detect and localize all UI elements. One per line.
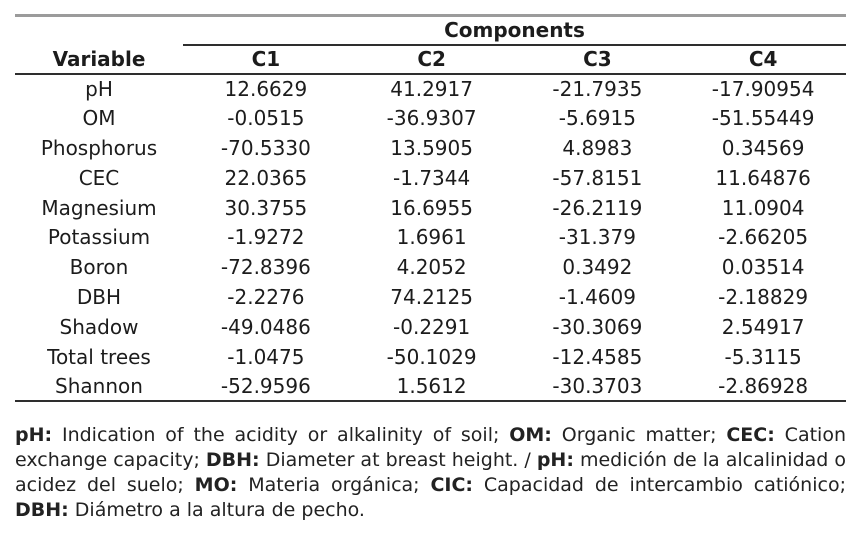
footnote-text: Diameter at breast height. / bbox=[259, 449, 537, 472]
value-cell: -12.4585 bbox=[552, 344, 643, 369]
value-cell: -51.55449 bbox=[711, 106, 815, 131]
empty-corner-cell bbox=[15, 16, 183, 45]
variable-cell: pH bbox=[85, 76, 113, 101]
value-cell: -5.3115 bbox=[724, 344, 802, 369]
value-cell: -2.86928 bbox=[718, 373, 809, 398]
footnote-term: MO: bbox=[194, 474, 238, 497]
value-cell: -2.18829 bbox=[718, 284, 809, 309]
value-cell: 4.8983 bbox=[562, 135, 633, 160]
table-row: pH 12.6629 41.2917 -21.7935 -17.90954 bbox=[15, 74, 846, 104]
value-cell: -17.90954 bbox=[711, 76, 815, 101]
variable-cell: CEC bbox=[78, 165, 120, 190]
footnote-text: Organic matter; bbox=[551, 424, 727, 447]
value-cell: -31.379 bbox=[558, 225, 636, 250]
value-cell: -1.0475 bbox=[227, 344, 305, 369]
table-row: Potassium -1.9272 1.6961 -31.379 -2.6620… bbox=[15, 222, 846, 252]
table-row: Magnesium 30.3755 16.6955 -26.2119 11.09… bbox=[15, 193, 846, 223]
footnote-term: OM: bbox=[509, 424, 552, 447]
table-row: Boron -72.8396 4.2052 0.3492 0.03514 bbox=[15, 252, 846, 282]
group-header-row: Components bbox=[15, 15, 846, 46]
col-header-c4: C4 bbox=[680, 44, 846, 75]
table-row: Shadow -49.0486 -0.2291 -30.3069 2.54917 bbox=[15, 312, 846, 342]
table-row: Total trees -1.0475 -50.1029 -12.4585 -5… bbox=[15, 342, 846, 372]
footnote-term: DBH: bbox=[205, 449, 260, 472]
table-row: CEC 22.0365 -1.7344 -57.8151 11.64876 bbox=[15, 163, 846, 193]
value-cell: 11.64876 bbox=[715, 165, 811, 190]
value-cell: 30.3755 bbox=[224, 195, 308, 220]
value-cell: 1.6961 bbox=[396, 225, 467, 250]
value-cell: 41.2917 bbox=[390, 76, 473, 101]
value-cell: -49.0486 bbox=[220, 314, 311, 339]
footnote-term: pH: bbox=[536, 449, 574, 472]
table-row: Phosphorus -70.5330 13.5905 4.8983 0.345… bbox=[15, 133, 846, 163]
footnote: pH: Indication of the acidity or alkalin… bbox=[15, 423, 846, 523]
variable-cell: OM bbox=[82, 106, 116, 131]
footnote-text: Capacidad de intercambio catiónico; bbox=[473, 474, 846, 497]
value-cell: -26.2119 bbox=[552, 195, 643, 220]
value-cell: -36.9307 bbox=[386, 106, 477, 131]
footnote-text: Diámetro a la altura de pecho. bbox=[68, 499, 365, 522]
col-header-c2: C2 bbox=[348, 44, 515, 75]
value-cell: -21.7935 bbox=[552, 76, 643, 101]
table-row: OM -0.0515 -36.9307 -5.6915 -51.55449 bbox=[15, 103, 846, 133]
value-cell: 1.5612 bbox=[396, 373, 467, 398]
variable-column-header: Variable bbox=[15, 44, 183, 75]
value-cell: -50.1029 bbox=[386, 344, 477, 369]
variable-cell: DBH bbox=[76, 284, 122, 309]
value-cell: -70.5330 bbox=[220, 135, 311, 160]
value-cell: -5.6915 bbox=[558, 106, 636, 131]
value-cell: -1.7344 bbox=[393, 165, 471, 190]
variable-cell: Potassium bbox=[47, 225, 151, 250]
table-row: DBH -2.2276 74.2125 -1.4609 -2.18829 bbox=[15, 282, 846, 312]
value-cell: 0.3492 bbox=[562, 255, 633, 280]
value-cell: 0.03514 bbox=[721, 255, 805, 280]
footnote-term: pH: bbox=[15, 424, 53, 447]
variable-cell: Shadow bbox=[59, 314, 139, 339]
value-cell: -57.8151 bbox=[552, 165, 643, 190]
footnote-term: CIC: bbox=[430, 474, 474, 497]
value-cell: -2.2276 bbox=[227, 284, 305, 309]
value-cell: 13.5905 bbox=[390, 135, 473, 160]
value-cell: -1.9272 bbox=[227, 225, 305, 250]
value-cell: -0.0515 bbox=[227, 106, 305, 131]
column-header-row: Variable C1 C2 C3 C4 bbox=[15, 44, 846, 75]
footnote-text: Cation exchange capacity; bbox=[15, 424, 846, 472]
value-cell: 0.34569 bbox=[721, 135, 805, 160]
col-header-c1: C1 bbox=[183, 44, 349, 75]
value-cell: 74.2125 bbox=[390, 284, 473, 309]
variable-cell: Boron bbox=[69, 255, 129, 280]
value-cell: 22.0365 bbox=[224, 165, 308, 190]
variable-cell: Magnesium bbox=[41, 195, 157, 220]
footnote-text: medición de la alcalinidad o acidez del … bbox=[15, 449, 847, 497]
value-cell: 4.2052 bbox=[396, 255, 467, 280]
col-header-c3: C3 bbox=[514, 44, 681, 75]
footnote-text: Indication of the acidity or alkalinity … bbox=[52, 424, 510, 447]
value-cell: 16.6955 bbox=[390, 195, 473, 220]
variable-cell: Phosphorus bbox=[40, 135, 158, 160]
components-table: Components Variable C1 C2 C3 C4 pH 12.66… bbox=[15, 14, 846, 403]
value-cell: 11.0904 bbox=[721, 195, 805, 220]
value-cell: -30.3703 bbox=[552, 373, 643, 398]
value-cell: 2.54917 bbox=[721, 314, 805, 339]
footnote-text: Materia orgánica; bbox=[237, 474, 431, 497]
value-cell: 12.6629 bbox=[224, 76, 308, 101]
footnote-term: DBH: bbox=[15, 499, 69, 522]
components-group-header: Components bbox=[183, 15, 846, 46]
variable-cell: Shannon bbox=[55, 373, 143, 398]
value-cell: -72.8396 bbox=[220, 255, 311, 280]
value-cell: -2.66205 bbox=[718, 225, 809, 250]
value-cell: -30.3069 bbox=[552, 314, 643, 339]
value-cell: -1.4609 bbox=[558, 284, 636, 309]
value-cell: -52.9596 bbox=[220, 373, 311, 398]
footnote-term: CEC: bbox=[726, 424, 775, 447]
table-row: Shannon -52.9596 1.5612 -30.3703 -2.8692… bbox=[15, 371, 846, 401]
value-cell: -0.2291 bbox=[393, 314, 471, 339]
variable-cell: Total trees bbox=[47, 344, 151, 369]
